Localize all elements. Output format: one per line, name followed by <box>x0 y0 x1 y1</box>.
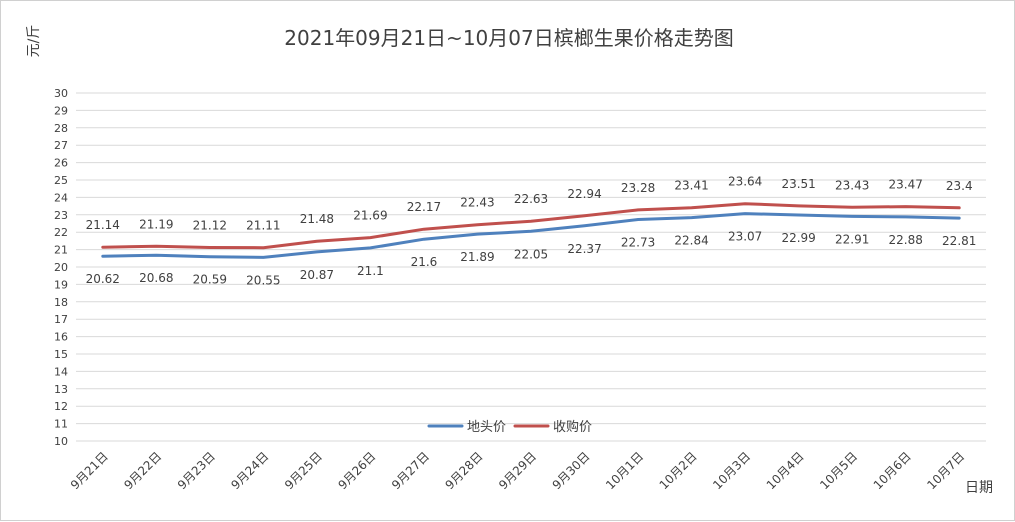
data-label: 23.07 <box>728 230 762 244</box>
data-label: 20.55 <box>246 273 280 287</box>
x-tick-label: 9月26日 <box>335 449 378 492</box>
data-label: 22.37 <box>567 242 601 256</box>
legend: 地头价 收购价 <box>427 419 592 435</box>
data-label: 20.62 <box>86 272 120 286</box>
data-label: 22.05 <box>514 247 548 261</box>
data-label: 22.43 <box>460 196 494 210</box>
data-label: 23.47 <box>889 178 923 192</box>
x-tick-label: 9月22日 <box>121 449 164 492</box>
y-tick-label: 30 <box>54 87 68 100</box>
x-tick-label: 10月1日 <box>603 449 646 492</box>
x-tick-label: 9月28日 <box>443 449 486 492</box>
x-axis-label: 日期 <box>965 480 993 496</box>
data-label: 23.28 <box>621 181 655 195</box>
data-label: 22.63 <box>514 192 548 206</box>
data-label: 23.43 <box>835 178 869 192</box>
y-axis-ticks: 10 11 12 13 14 15 16 17 18 19 20 21 22 23 24 25 26 27 28 29… <box>54 87 68 448</box>
data-label: 23.51 <box>781 177 815 191</box>
data-label: 21.12 <box>193 219 227 233</box>
y-tick-label: 26 <box>54 157 68 170</box>
data-label: 23.4 <box>946 179 973 193</box>
x-tick-label: 10月6日 <box>871 449 914 492</box>
data-label: 22.88 <box>889 233 923 247</box>
chart-title: 2021年09月21日~10月07日槟榔生果价格走势图 <box>284 26 733 50</box>
y-tick-label: 15 <box>54 348 68 361</box>
y-tick-label: 29 <box>54 104 68 117</box>
data-label: 21.89 <box>460 250 494 264</box>
y-tick-label: 28 <box>54 122 68 135</box>
data-label: 22.17 <box>407 200 441 214</box>
y-tick-label: 13 <box>54 383 68 396</box>
x-tick-label: 9月24日 <box>228 449 271 492</box>
data-label: 21.48 <box>300 212 334 226</box>
y-tick-label: 19 <box>54 278 68 291</box>
y-tick-label: 14 <box>54 365 68 378</box>
data-label: 21.6 <box>411 255 438 269</box>
data-label: 20.87 <box>300 268 334 282</box>
data-label: 21.14 <box>86 218 120 232</box>
data-label: 23.64 <box>728 175 762 189</box>
data-label: 23.41 <box>674 179 708 193</box>
x-tick-label: 10月4日 <box>764 449 807 492</box>
x-tick-label: 9月29日 <box>496 449 539 492</box>
y-tick-label: 16 <box>54 331 68 344</box>
y-tick-label: 21 <box>54 244 68 257</box>
x-tick-label: 9月25日 <box>282 449 325 492</box>
y-tick-label: 17 <box>54 313 68 326</box>
data-label: 20.59 <box>193 273 227 287</box>
data-label: 21.11 <box>246 219 280 233</box>
y-tick-label: 18 <box>54 296 68 309</box>
data-label: 20.68 <box>139 271 173 285</box>
x-tick-label: 9月27日 <box>389 449 432 492</box>
y-tick-label: 12 <box>54 400 68 413</box>
y-tick-label: 27 <box>54 139 68 152</box>
data-label: 22.81 <box>942 234 976 248</box>
x-tick-label: 10月3日 <box>710 449 753 492</box>
x-tick-label: 9月30日 <box>550 449 593 492</box>
data-label: 22.73 <box>621 235 655 249</box>
y-tick-label: 11 <box>54 418 68 431</box>
x-tick-label: 9月23日 <box>175 449 218 492</box>
series-lines <box>101 202 961 259</box>
x-tick-label: 10月5日 <box>817 449 860 492</box>
y-tick-label: 24 <box>54 191 68 204</box>
legend-label: 收购价 <box>553 419 592 435</box>
series-line <box>101 202 961 250</box>
legend-label: 地头价 <box>467 420 506 435</box>
y-tick-label: 23 <box>54 209 68 222</box>
y-tick-label: 20 <box>54 261 68 274</box>
data-labels: 20.62 20.68 20.59 20.55 20.87 21.1 21.6 21.89 22… <box>86 175 977 288</box>
data-label: 22.84 <box>674 234 708 248</box>
data-label: 21.69 <box>353 209 387 223</box>
x-tick-label: 9月21日 <box>68 449 111 492</box>
data-label: 22.99 <box>781 231 815 245</box>
data-label: 21.1 <box>357 264 384 278</box>
x-tick-label: 10月7日 <box>924 449 967 492</box>
series-line <box>101 212 961 259</box>
gridlines <box>76 92 986 442</box>
x-tick-label: 10月2日 <box>657 449 700 492</box>
y-tick-label: 25 <box>54 174 68 187</box>
data-label: 22.91 <box>835 232 869 246</box>
y-axis-label: 元/斤 <box>26 25 42 58</box>
x-axis-ticks: 9月21日 9月22日 9月23日 9月24日 9月25日 9月26日 9月27日 9月28日… <box>68 449 968 492</box>
data-label: 22.94 <box>567 187 601 201</box>
y-tick-label: 10 <box>54 435 68 448</box>
data-label: 21.19 <box>139 217 173 231</box>
y-tick-label: 22 <box>54 226 68 239</box>
